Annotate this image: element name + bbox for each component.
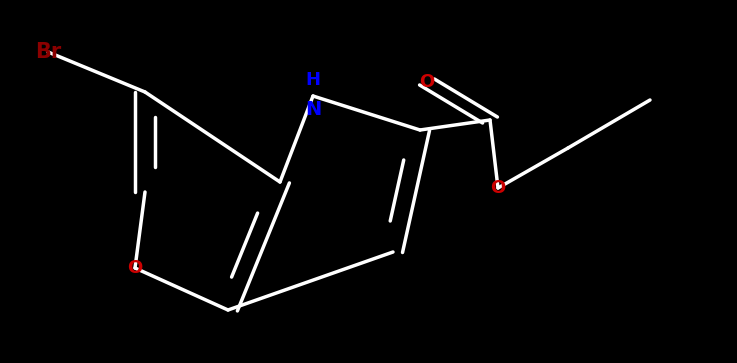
Text: N: N: [305, 99, 321, 119]
Text: O: O: [490, 179, 506, 197]
Text: O: O: [128, 259, 143, 277]
Text: O: O: [419, 73, 435, 91]
Text: H: H: [306, 71, 321, 89]
Text: Br: Br: [35, 42, 61, 62]
